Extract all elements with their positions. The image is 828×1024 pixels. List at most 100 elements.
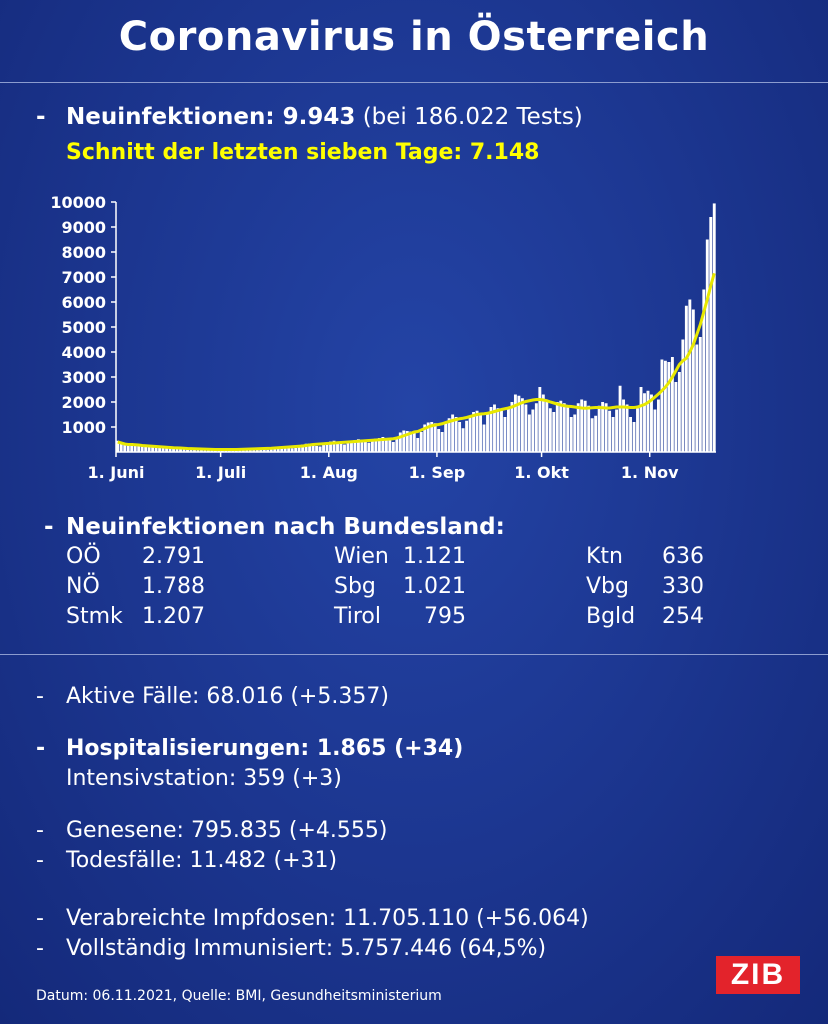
- chart-bar: [712, 203, 716, 452]
- chart-bar: [608, 410, 612, 452]
- chart-bar: [636, 408, 639, 452]
- chart-bar: [702, 289, 706, 452]
- y-tick-label: 10000: [50, 193, 106, 212]
- chart-bar: [681, 339, 685, 452]
- chart-bar: [123, 444, 127, 452]
- chart-bar: [500, 410, 503, 452]
- chart-bar: [472, 412, 475, 452]
- bullet-dash: -: [36, 906, 44, 931]
- chart-bar: [447, 418, 451, 452]
- y-tick-label: 3000: [61, 368, 106, 387]
- chart-bar: [639, 387, 643, 452]
- chart-bar: [304, 443, 308, 452]
- y-tick-label: 2000: [61, 393, 106, 412]
- chart-bar: [555, 402, 559, 452]
- x-tick-label: 1. Okt: [514, 463, 569, 482]
- chart-bar: [663, 360, 667, 452]
- chart-bar: [280, 446, 284, 452]
- y-tick-label: 6000: [61, 293, 106, 312]
- chart-bar: [657, 399, 660, 452]
- chart-bar: [458, 422, 462, 452]
- x-axis: 1. Juni 1. Juli 1. Aug 1. Sep 1. Okt 1. Nov: [88, 451, 716, 482]
- chart-bar: [507, 407, 510, 452]
- chart-bar: [486, 414, 489, 452]
- chart-bar: [140, 445, 144, 452]
- chart-bar: [357, 439, 360, 452]
- chart-bar: [350, 441, 353, 452]
- divider-middle: [0, 654, 828, 655]
- y-tick-label: 9000: [61, 218, 106, 237]
- chart-bar: [601, 402, 605, 452]
- chart-bar: [363, 441, 367, 452]
- chart-bar: [262, 449, 266, 452]
- bundesland-name: Vbg: [586, 574, 629, 599]
- chart-bar: [269, 449, 273, 452]
- chart-bar: [311, 443, 315, 452]
- hospitalisierungen: Hospitalisierungen: 1.865 (+34): [66, 736, 464, 761]
- y-tick-label: 8000: [61, 243, 106, 262]
- chart-bar: [622, 399, 625, 452]
- chart-bar: [688, 299, 692, 452]
- tests-count: (bei 186.022 Tests): [362, 104, 583, 130]
- chart-bar: [339, 443, 343, 452]
- chart-bar: [618, 385, 622, 452]
- chart-bar: [266, 449, 270, 452]
- bundesland-value: 1.207: [142, 604, 205, 629]
- chart-bar: [576, 403, 580, 452]
- impfdosen: Verabreichte Impfdosen: 11.705.110 (+56.…: [66, 906, 589, 931]
- chart-bar: [541, 394, 545, 452]
- zib-logo: ZIB: [716, 956, 800, 994]
- chart-bar: [144, 444, 148, 452]
- chart-bar: [670, 357, 674, 452]
- aktive-faelle: Aktive Fälle: 68.016 (+5.357): [66, 684, 389, 709]
- chart-bar: [709, 217, 713, 452]
- bundesland-value: 1.021: [403, 574, 466, 599]
- chart-bar: [423, 424, 427, 452]
- chart-bar: [705, 239, 709, 452]
- chart-bar: [179, 448, 182, 452]
- chart-bar: [496, 408, 500, 452]
- y-axis: 1000 2000 3000 4000 5000 6000 7000 8000 9000 1000…: [50, 193, 116, 437]
- chart-bar: [590, 418, 594, 452]
- chart-bar: [489, 407, 493, 452]
- chart-bar: [343, 444, 346, 452]
- chart-bar: [482, 424, 486, 452]
- average-line: [117, 272, 716, 451]
- chart-bar: [517, 395, 521, 452]
- y-tick-label: 4000: [61, 343, 106, 362]
- chart-bar: [377, 438, 381, 452]
- chart-bar: [440, 432, 444, 452]
- chart-bar: [629, 417, 632, 452]
- chart-bar: [158, 447, 162, 452]
- chart-bar: [552, 412, 556, 452]
- chart-bar: [461, 428, 465, 452]
- chart-bar: [646, 390, 650, 452]
- bundesland-name: NÖ: [66, 574, 100, 599]
- chart-bar: [332, 440, 336, 452]
- chart-bar: [562, 403, 566, 452]
- chart-bar: [325, 442, 329, 452]
- bullet-dash: -: [36, 936, 44, 961]
- chart-bar: [398, 432, 402, 452]
- neuinfektionen-line: Neuinfektionen: 9.943 (bei 186.022 Tests…: [66, 104, 583, 130]
- chart-bar: [534, 403, 538, 452]
- chart-bar: [433, 423, 437, 452]
- chart-bar: [674, 382, 678, 452]
- x-tick-label: 1. Juni: [88, 463, 145, 482]
- chart-bar: [615, 409, 619, 452]
- chart-bar: [360, 439, 364, 452]
- chart-bar: [133, 444, 137, 452]
- chart-bar: [451, 414, 455, 452]
- chart-bar: [611, 417, 615, 452]
- bullet-dash: -: [36, 736, 46, 761]
- chart-bar: [465, 420, 469, 452]
- chart-bar: [370, 440, 374, 452]
- chart-bar: [409, 431, 413, 452]
- chart-bar: [189, 449, 193, 452]
- chart-bar: [531, 409, 535, 452]
- immunisiert: Vollständig Immunisiert: 5.757.446 (64,5…: [66, 936, 547, 961]
- bundesland-name: Tirol: [334, 604, 382, 629]
- chart-bar: [186, 449, 189, 452]
- bullet-dash: -: [36, 848, 44, 873]
- bundesland-name: Wien: [334, 544, 389, 569]
